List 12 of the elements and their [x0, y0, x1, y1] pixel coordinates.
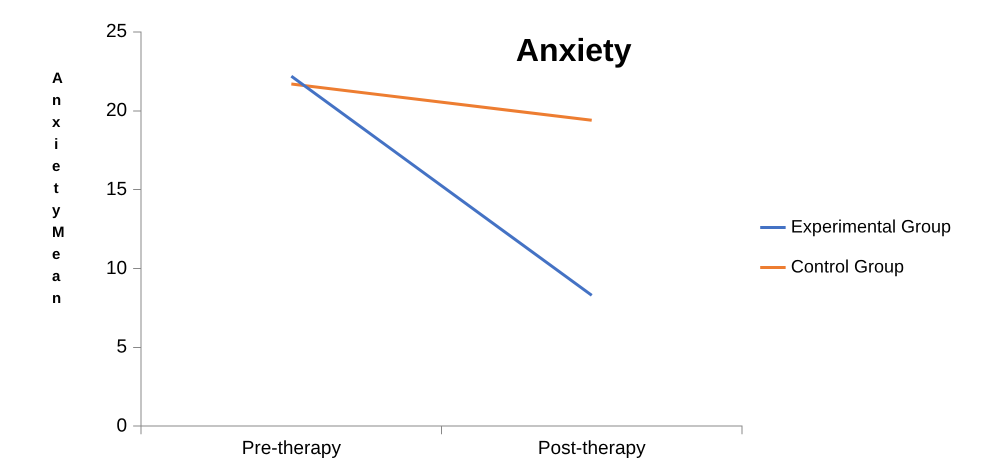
- y-tick-label: 15: [106, 178, 128, 200]
- legend-label: Control Group: [790, 256, 904, 276]
- y-tick-label: 5: [116, 336, 128, 358]
- legend-label: Experimental Group: [790, 216, 952, 236]
- y-tick-label: 20: [106, 100, 128, 122]
- y-tick-label: 25: [106, 21, 128, 42]
- y-tick-label: 10: [106, 258, 128, 279]
- y-tick-label: 0: [116, 415, 128, 436]
- chart-title: Anxiety: [516, 32, 632, 68]
- text: Anxiety Mean: [52, 70, 64, 307]
- x-tick-label: Pre-therapy: [242, 438, 342, 459]
- x-tick-label: Post-therapy: [538, 438, 646, 459]
